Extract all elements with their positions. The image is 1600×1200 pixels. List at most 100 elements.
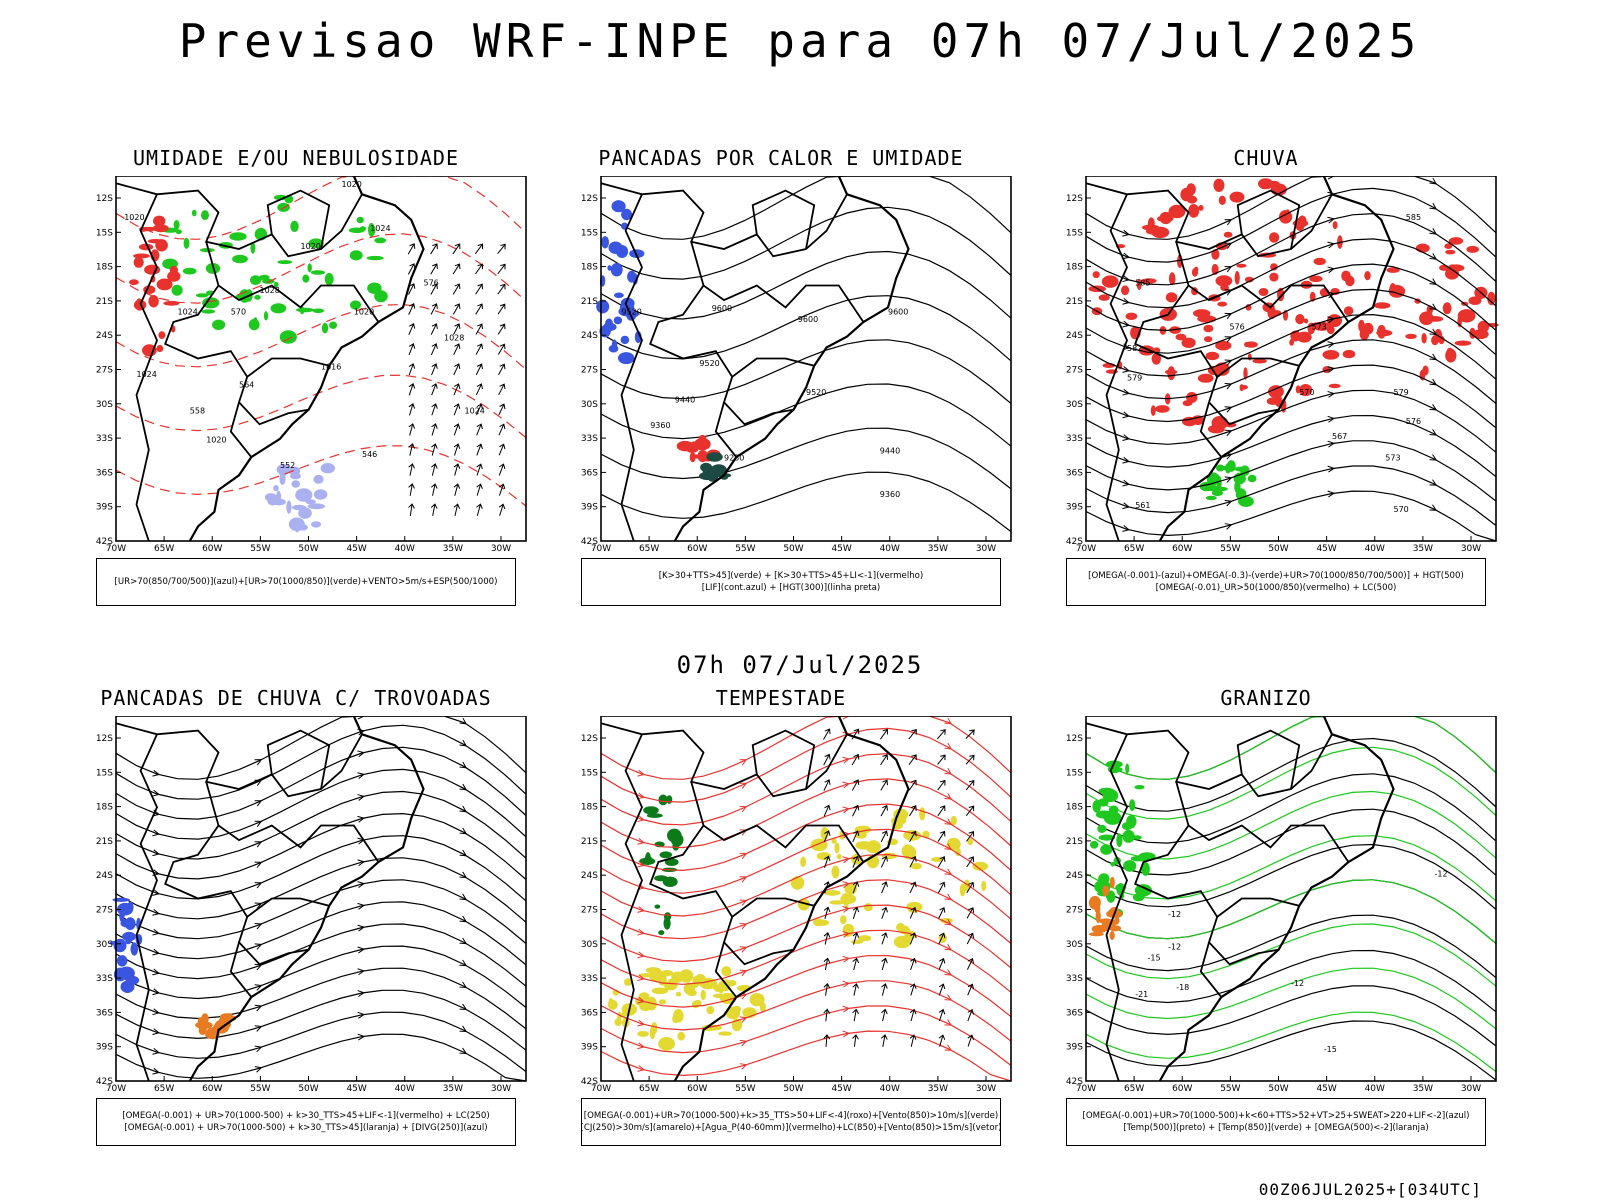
lon-tick-label: 55W: [250, 544, 270, 554]
temp850-green-patch: [1123, 860, 1137, 872]
humidity-green-patch: [273, 281, 279, 288]
jet-yellow-patch: [950, 815, 957, 826]
wind-vector: [880, 728, 889, 740]
wind-vector: [937, 856, 946, 868]
lc250-streamline: [115, 716, 527, 780]
wind-vector: [497, 323, 506, 335]
run-time-footer: 00Z06JUL2025+[034UTC]: [1258, 1180, 1482, 1199]
lat-tick-label: 21S: [581, 837, 598, 847]
lif-blue-patch: [620, 335, 630, 345]
jet-yellow-patch: [637, 1030, 649, 1037]
contour-label: 585: [1135, 279, 1150, 288]
height-red-patch: [144, 264, 161, 275]
streamline-arrow: [254, 902, 263, 909]
wind-vector: [852, 881, 860, 894]
jet-yellow-patch: [638, 973, 654, 978]
lat-tick-label: 42S: [581, 537, 598, 547]
legend-box: [OMEGA(-0.001)+UR>70(1000-500)+k<60+TTS>…: [1066, 1098, 1486, 1146]
plot-frame: [1085, 176, 1497, 542]
lat-tick-label: 18S: [1066, 803, 1083, 813]
streamline-arrow: [357, 924, 366, 932]
hgt500-streamline: [1085, 414, 1497, 478]
streamline-arrow: [459, 805, 468, 813]
humidity-blue-patch: [307, 503, 326, 510]
temp500-contour: [1085, 737, 1497, 812]
lon-tick-label: 35W: [928, 1084, 948, 1094]
wind-vector: [453, 463, 461, 476]
streamline-arrow: [152, 909, 161, 916]
jet-yellow-patch: [922, 830, 930, 839]
streamline-arrow: [1327, 341, 1336, 348]
wind-vector: [498, 383, 506, 396]
streamline-arrow: [944, 818, 953, 825]
wind-vector: [909, 881, 917, 894]
country-border: [1134, 824, 1300, 919]
streamline-arrow: [254, 759, 263, 766]
lat-tick-label: 42S: [1066, 537, 1083, 547]
humidity-blue-patch: [264, 493, 278, 502]
contour-label: 546: [362, 450, 377, 459]
rain-red-patch: [1240, 385, 1248, 390]
streamline-arrow: [254, 963, 263, 971]
height-red-patch: [138, 243, 154, 251]
streamline-arrow: [944, 768, 953, 775]
lc250-streamline: [115, 812, 527, 880]
streamline-arrow: [357, 968, 366, 976]
lon-tick-label: 40W: [395, 1084, 415, 1094]
lc850-streamline: [600, 879, 1012, 944]
streamline-arrow: [637, 838, 646, 845]
wind-vector: [852, 1008, 859, 1022]
wind850-green-patch: [662, 876, 678, 887]
legend-line: [OMEGA(-0.001) + UR>70(1000-500) + k>30_…: [122, 1111, 490, 1121]
jet-yellow-patch: [727, 980, 737, 987]
lc250-streamline: [115, 1011, 527, 1073]
lon-tick-label: 55W: [250, 1084, 270, 1094]
coastline: [188, 176, 425, 542]
rain-red-patch: [1236, 263, 1247, 268]
streamline-arrow: [637, 996, 646, 1004]
country-border: [600, 722, 848, 798]
jet-yellow-patch: [651, 987, 669, 995]
lon-tick-label: 50W: [298, 1084, 318, 1094]
hgt500-streamline: [1085, 238, 1497, 309]
streamline-arrow: [842, 1005, 851, 1013]
temp850-contour: [1085, 1011, 1497, 1073]
streamline-arrow: [739, 946, 748, 953]
wind-vector: [430, 243, 438, 255]
hgt300-contour: [600, 427, 1012, 490]
contour-label: 1016: [321, 363, 341, 372]
streamline-arrow: [152, 769, 161, 777]
streamline-arrow: [739, 806, 748, 813]
wind-vector: [498, 363, 506, 375]
legend-line: [OMEGA(-0.001) + UR>70(1000-500) + k>30_…: [124, 1123, 488, 1133]
wind-vector: [453, 483, 461, 496]
lat-tick-label: 30S: [581, 940, 598, 950]
rain-red-patch: [1269, 272, 1279, 282]
wind850-green-patch: [654, 904, 661, 909]
streamline-arrow: [1224, 266, 1233, 273]
lif-blue-patch: [602, 322, 617, 332]
country-border: [115, 722, 363, 798]
temp850-green-patch: [1098, 834, 1115, 841]
humidity-green-patch: [277, 260, 293, 265]
wind-vector: [937, 830, 946, 842]
jet-yellow-patch: [896, 922, 905, 932]
contour-label: 9520: [806, 388, 826, 397]
lat-tick-label: 24S: [96, 871, 113, 881]
streamline-arrow: [152, 928, 161, 936]
rain-red-patch: [1211, 249, 1220, 260]
rain-red-patch: [1326, 325, 1335, 335]
country-border: [237, 376, 309, 426]
lon-tick-label: 60W: [202, 544, 222, 554]
rain-red-patch: [1244, 341, 1250, 348]
wind-vector: [881, 1008, 888, 1022]
temp850-green-patch: [1090, 840, 1099, 849]
rain-red-patch: [1198, 205, 1204, 211]
streamline-arrow: [1429, 404, 1438, 411]
country-border: [1199, 402, 1223, 458]
streamline-arrow: [1327, 216, 1336, 224]
streamline-arrow: [254, 800, 263, 807]
lc850-streamline: [600, 954, 1012, 1018]
streamline-arrow: [1224, 219, 1233, 226]
